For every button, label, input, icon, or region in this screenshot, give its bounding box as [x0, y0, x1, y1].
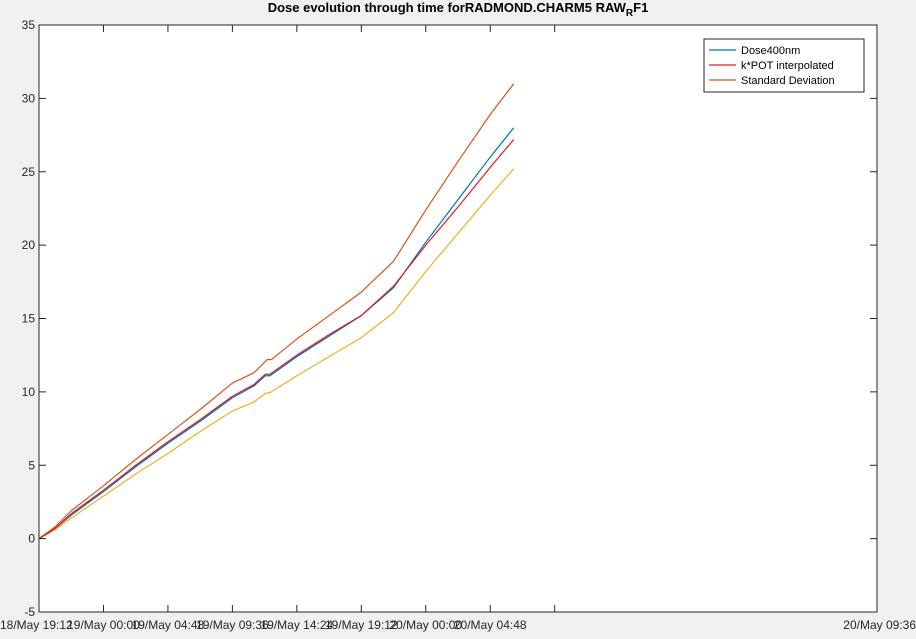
- legend-entry: k*POT interpolated: [741, 60, 834, 72]
- x-tick-label: 20/May 04:48: [454, 618, 527, 632]
- series-line-standard-deviation: [38, 83, 515, 540]
- x-tick-label: 19/May 19:12: [325, 618, 398, 632]
- x-tick-label: 20/May 09:36: [843, 618, 916, 632]
- y-tick-label: -5: [24, 605, 35, 619]
- x-tick-label: 20/May 00:00: [389, 618, 462, 632]
- y-tick-label: 5: [28, 458, 35, 472]
- y-tick-label: 0: [28, 532, 35, 546]
- y-tick-label: 10: [22, 385, 36, 399]
- y-tick-label: 30: [22, 91, 36, 105]
- series-line-k-pot-interpolated: [38, 139, 515, 540]
- y-tick-label: 35: [22, 18, 36, 32]
- x-tick-label: 19/May 04:48: [132, 618, 205, 632]
- y-tick-label: 15: [22, 312, 36, 326]
- legend-entry: Standard Deviation: [741, 75, 835, 87]
- legend: Dose400nm k*POT interpolated Standard Devi…: [703, 38, 865, 93]
- y-tick-label: 25: [22, 165, 36, 179]
- x-tick-label: 19/May 00:00: [67, 618, 140, 632]
- x-tick-label: 18/May 19:12: [0, 618, 73, 632]
- x-tick-label: 19/May 14:24: [260, 618, 333, 632]
- chart-title: Dose evolution through time forRADMOND.C…: [268, 0, 649, 19]
- series-line-dose400nm: [38, 127, 515, 540]
- y-tick-label: 20: [22, 238, 36, 252]
- series-line-4: [38, 168, 515, 540]
- legend-entry: Dose400nm: [741, 45, 800, 57]
- x-tick-label: 19/May 09:36: [196, 618, 269, 632]
- plot-area: [39, 25, 877, 612]
